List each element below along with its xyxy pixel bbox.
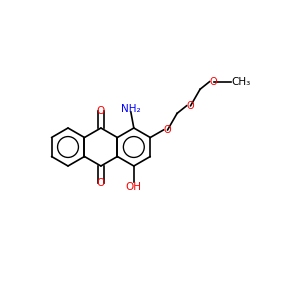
Text: CH₃: CH₃: [231, 76, 250, 87]
Text: O: O: [164, 125, 171, 135]
Text: O: O: [97, 178, 105, 188]
Text: O: O: [210, 76, 218, 87]
Text: O: O: [97, 106, 105, 116]
Text: OH: OH: [126, 182, 142, 192]
Text: O: O: [187, 101, 194, 111]
Text: NH₂: NH₂: [121, 104, 141, 114]
